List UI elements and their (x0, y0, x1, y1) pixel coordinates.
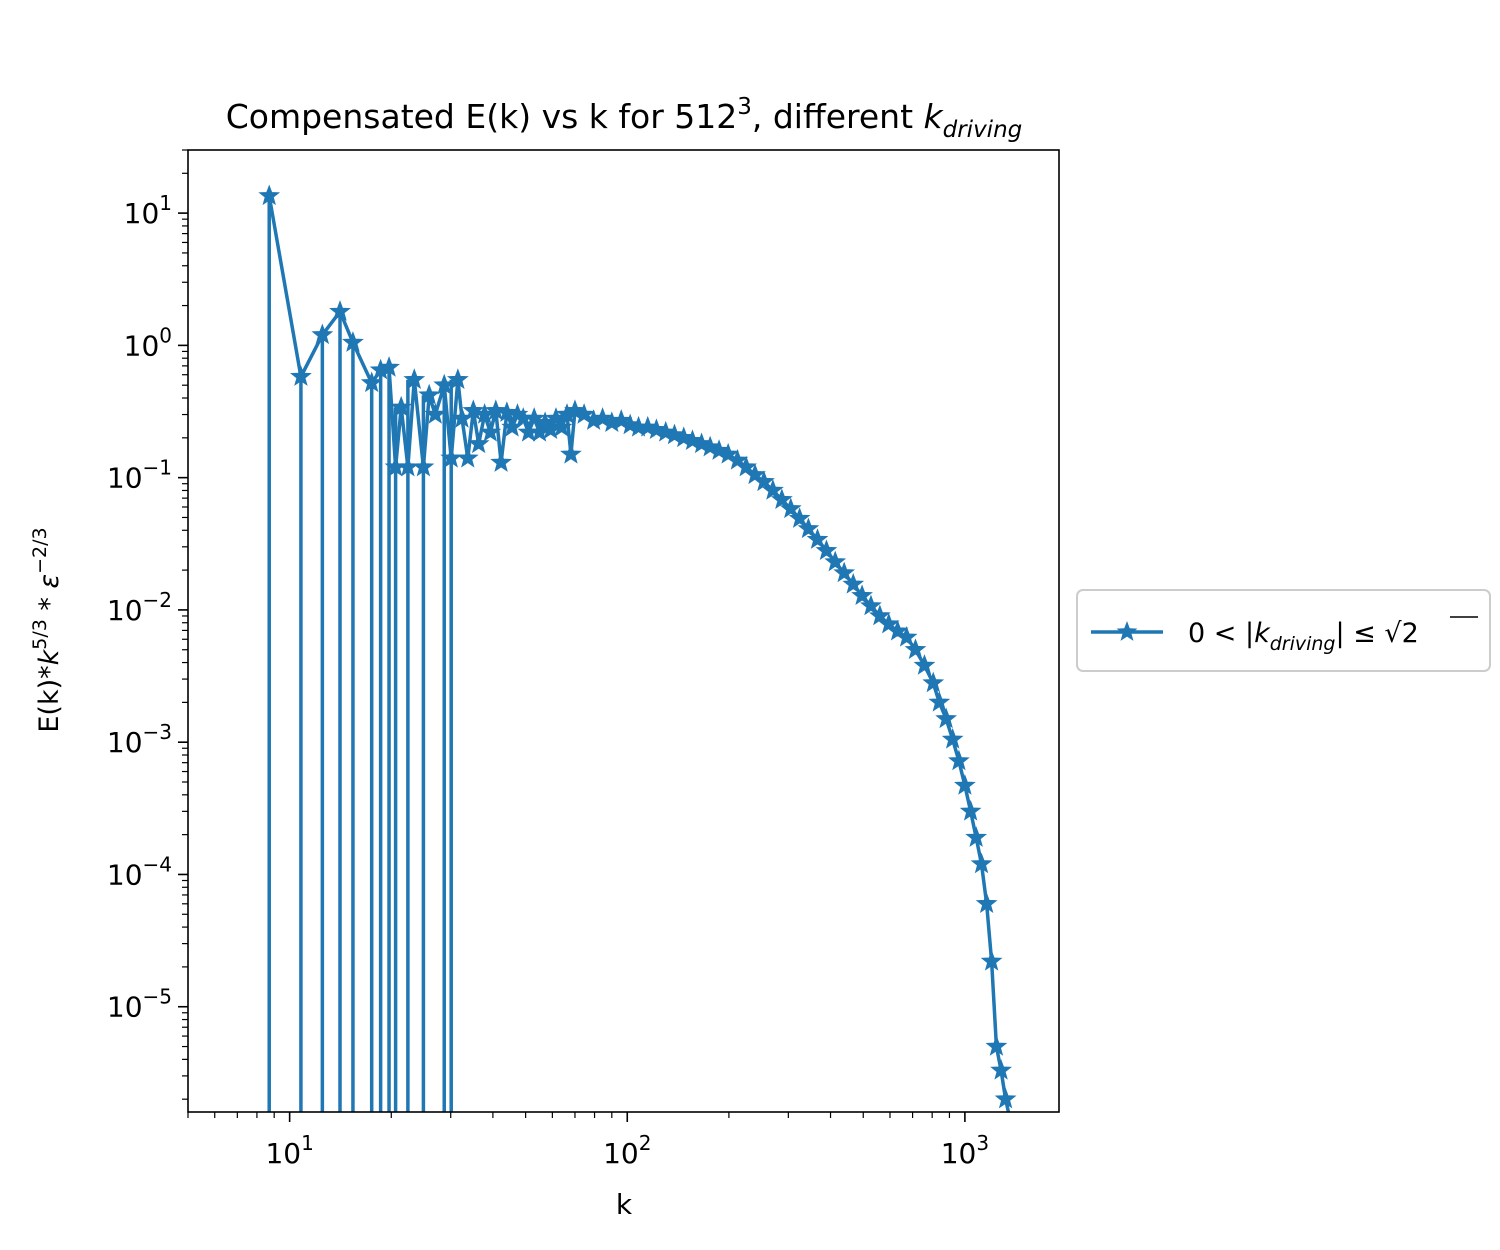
x-axis-label: k (616, 1188, 633, 1221)
data-point-marker (824, 550, 847, 572)
data-point-marker (886, 619, 909, 641)
x-tick-label: 101 (265, 1131, 313, 1170)
data-point-marker (717, 442, 740, 464)
data-point-marker (479, 420, 502, 442)
data-point-marker (941, 727, 964, 749)
data-point-marker (895, 625, 918, 647)
markers-layer (258, 184, 1021, 1132)
data-point-marker (447, 368, 469, 389)
data-point-marker (779, 497, 802, 519)
y-axis-ticks: 101 100 10−1 10−2 10−3 10−4 10−5 (107, 149, 188, 1100)
plot-frame (187, 149, 1060, 1113)
data-point-marker (948, 749, 970, 771)
legend-label: 0 < |kdriving| ≤ √2 (1188, 618, 1419, 655)
y-axis-label: E(k)*k5/3 * ε−2/3 (29, 527, 65, 732)
data-point-marker (975, 892, 998, 914)
data-point-marker (922, 671, 945, 693)
data-point-marker (860, 594, 882, 616)
data-point-marker (959, 799, 982, 821)
data-point-marker (496, 401, 518, 422)
data-point-marker (806, 528, 829, 549)
data-point-marker (833, 561, 856, 583)
data-point-marker (869, 604, 891, 626)
legend-box (1076, 589, 1491, 672)
data-point-marker (523, 407, 546, 428)
data-point-marker (663, 423, 686, 445)
data-point-marker (970, 852, 993, 874)
data-point-marker (462, 399, 485, 421)
data-point-marker (258, 184, 281, 206)
data-point-marker (403, 368, 426, 389)
data-point-marker (550, 415, 573, 437)
data-point-marker (1002, 1114, 1021, 1132)
data-point-marker (564, 399, 586, 421)
data-point-marker (424, 403, 447, 424)
data-point-marker (815, 539, 838, 561)
data-point-marker (573, 403, 595, 424)
data-point-marker (965, 826, 988, 847)
data-point-marker (842, 572, 865, 594)
y-tick-label: 10−2 (107, 588, 172, 627)
data-point-marker (342, 331, 364, 352)
data-point-marker (311, 323, 334, 345)
x-axis-ticks: 101 102 103 (187, 1112, 989, 1170)
data-point-marker (985, 1035, 1008, 1056)
data-point-marker (329, 300, 351, 321)
data-point-marker (418, 383, 441, 405)
data-point-marker (954, 774, 976, 795)
y-tick-label: 10−3 (107, 720, 172, 759)
data-point-marker (913, 654, 936, 675)
data-point-marker (378, 356, 400, 377)
x-tick-label: 103 (941, 1131, 989, 1170)
y-tick-label: 100 (124, 323, 172, 362)
y-tick-label: 10−1 (107, 456, 172, 495)
data-point-marker (990, 1058, 1012, 1080)
data-point-marker (851, 584, 873, 605)
data-point-marker (797, 517, 820, 539)
data-point-marker (456, 446, 479, 468)
data-point-marker (928, 690, 951, 712)
data-point-marker (591, 407, 614, 428)
data-point-marker (290, 365, 312, 386)
data-point-marker (360, 371, 383, 393)
y-tick-label: 10−5 (107, 985, 172, 1024)
data-point-marker (490, 451, 512, 472)
y-tick-label: 10−4 (107, 852, 172, 891)
data-point-marker (753, 470, 775, 492)
data-point-marker (390, 395, 413, 417)
data-point-marker (980, 950, 1003, 971)
data-point-marker (560, 442, 582, 464)
stems-layer (267, 195, 453, 1112)
data-point-marker (708, 439, 730, 460)
data-point-marker (770, 488, 793, 510)
data-point-marker (681, 429, 704, 451)
data-point-marker (484, 399, 507, 421)
legend-marker-icon (1116, 621, 1138, 641)
data-point-marker (935, 707, 958, 729)
y-tick-label: 101 (124, 191, 172, 230)
data-point-marker (467, 432, 490, 454)
data-point-marker (994, 1087, 1017, 1109)
data-point-marker (788, 507, 811, 528)
data-point-marker (904, 638, 927, 659)
x-tick-label: 102 (603, 1131, 651, 1170)
data-point-marker (433, 373, 456, 395)
chart-title: Compensated E(k) vs k for 5123, differen… (226, 94, 1023, 143)
data-point-marker (610, 409, 633, 430)
data-point-marker (412, 455, 435, 477)
legend: 0 < |kdriving| ≤ √2 (1076, 589, 1491, 672)
data-point-marker (762, 479, 784, 500)
